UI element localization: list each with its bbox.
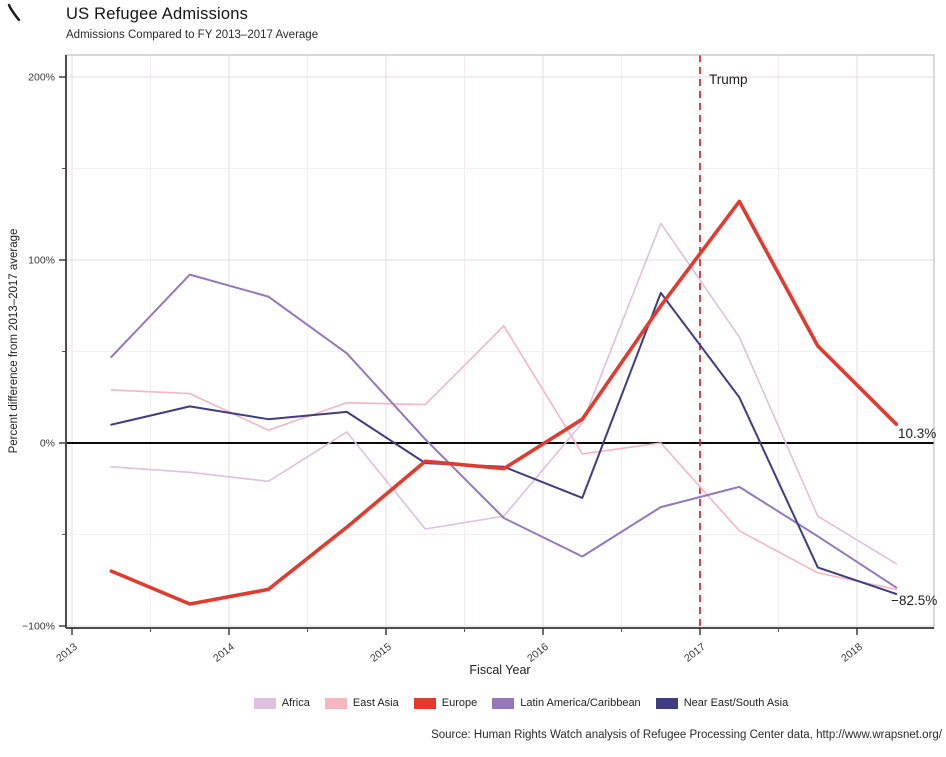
panel-border — [65, 54, 935, 629]
legend-label: Near East/South Asia — [683, 697, 789, 709]
x-tick-label: 2014 — [211, 641, 237, 665]
legend-label: Africa — [281, 697, 310, 709]
legend-item-east-asia: East Asia — [324, 697, 399, 709]
plot-area: 200% 100% 0% −100% 2013 2014 2015 2016 2017 2018 T… — [22, 54, 937, 665]
legend-item-latin-america-caribbean: Latin America/Caribbean — [492, 697, 641, 709]
legend-item-near-east-south-asia: Near East/South Asia — [655, 697, 789, 709]
gridlines — [66, 55, 934, 628]
legend-item-europe: Europe — [413, 697, 478, 709]
y-tick-label: 0% — [40, 438, 55, 450]
x-tick-label: 2015 — [368, 641, 394, 665]
y-axis-title: Percent difference from 2013–2017 averag… — [8, 228, 20, 454]
legend-label: Europe — [441, 697, 478, 709]
axis-tick-labels: 200% 100% 0% −100% 2013 2014 2015 2016 2017 2018 — [22, 72, 865, 665]
source-note: Source: Human Rights Watch analysis of R… — [431, 729, 942, 741]
legend-swatch-africa — [253, 697, 276, 709]
series-line-africa — [110, 222, 898, 565]
x-tick-label: 2018 — [839, 641, 865, 665]
y-tick-label: 100% — [28, 255, 55, 267]
legend-swatch-east-asia — [324, 697, 347, 709]
x-tick-label: 2016 — [525, 641, 551, 665]
series-line-latin-america-caribbean — [110, 273, 898, 589]
legend-label: East Asia — [352, 697, 399, 709]
legend-swatch-near-east-south-asia — [655, 697, 678, 709]
legend-swatch-europe — [413, 697, 436, 709]
legend-swatch-latin-america-caribbean — [492, 697, 515, 709]
legend-item-africa: Africa — [253, 697, 310, 709]
legend-label: Latin America/Caribbean — [520, 697, 641, 709]
axis-ticks — [59, 76, 858, 635]
legend: Africa East Asia Europe Latin America/Ca… — [96, 697, 946, 709]
series-line-europe — [109, 199, 899, 606]
y-tick-label: 200% — [28, 72, 55, 84]
y-tick-label: −100% — [22, 621, 55, 633]
x-tick-label: 2017 — [682, 641, 708, 665]
x-tick-label: 2013 — [54, 641, 80, 665]
annotation-trump: Trump — [709, 72, 748, 87]
chart-subtitle: Admissions Compared to FY 2013–2017 Aver… — [66, 29, 319, 41]
corner-artifact-mark — [7, 3, 21, 22]
chart-title: US Refugee Admissions — [66, 5, 249, 23]
series-line-east-asia — [110, 325, 898, 591]
annotation-10-3-: 10.3% — [898, 426, 936, 441]
x-axis-title: Fiscal Year — [469, 663, 531, 677]
annotation--82-5-: −82.5% — [891, 593, 937, 608]
